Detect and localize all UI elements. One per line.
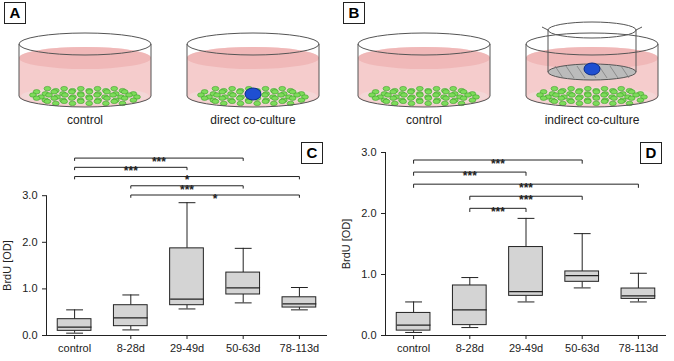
svg-text:***: ***	[491, 157, 505, 171]
svg-text:8-28d: 8-28d	[456, 342, 484, 354]
svg-text:50-63d: 50-63d	[565, 342, 599, 354]
svg-text:3.0: 3.0	[361, 146, 376, 158]
svg-text:***: ***	[463, 169, 477, 183]
svg-text:1.0: 1.0	[22, 282, 37, 294]
svg-text:indirect co-culture: indirect co-culture	[545, 113, 640, 127]
svg-text:29-49d: 29-49d	[170, 342, 204, 354]
svg-text:*: *	[213, 192, 218, 206]
svg-text:1.0: 1.0	[361, 268, 376, 280]
svg-text:2.0: 2.0	[361, 207, 376, 219]
svg-text:50-63d: 50-63d	[226, 342, 260, 354]
svg-text:***: ***	[491, 205, 505, 219]
svg-text:78-113d: 78-113d	[619, 342, 659, 354]
html-text:A: A	[9, 4, 21, 21]
svg-text:***: ***	[152, 155, 166, 169]
svg-text:control: control	[58, 342, 91, 354]
svg-text:3.0: 3.0	[22, 189, 37, 201]
svg-text:control: control	[406, 113, 442, 127]
svg-text:direct co-culture: direct co-culture	[210, 113, 296, 127]
svg-text:2.0: 2.0	[22, 236, 37, 248]
svg-text:0.0: 0.0	[22, 329, 37, 341]
svg-text:8-28d: 8-28d	[117, 342, 145, 354]
svg-text:0.0: 0.0	[361, 329, 376, 341]
svg-text:control: control	[397, 342, 430, 354]
svg-text:78-113d: 78-113d	[280, 342, 320, 354]
svg-text:***: ***	[180, 183, 194, 197]
svg-text:***: ***	[519, 193, 533, 207]
html-text:B: B	[348, 4, 360, 21]
html-text:D: D	[645, 144, 657, 161]
svg-text:***: ***	[124, 164, 138, 178]
html-text:C: C	[306, 144, 318, 161]
svg-text:control: control	[67, 113, 103, 127]
svg-text:BrdU [OD]: BrdU [OD]	[1, 240, 13, 291]
svg-text:BrdU [OD]: BrdU [OD]	[340, 219, 352, 270]
svg-text:29-49d: 29-49d	[509, 342, 543, 354]
